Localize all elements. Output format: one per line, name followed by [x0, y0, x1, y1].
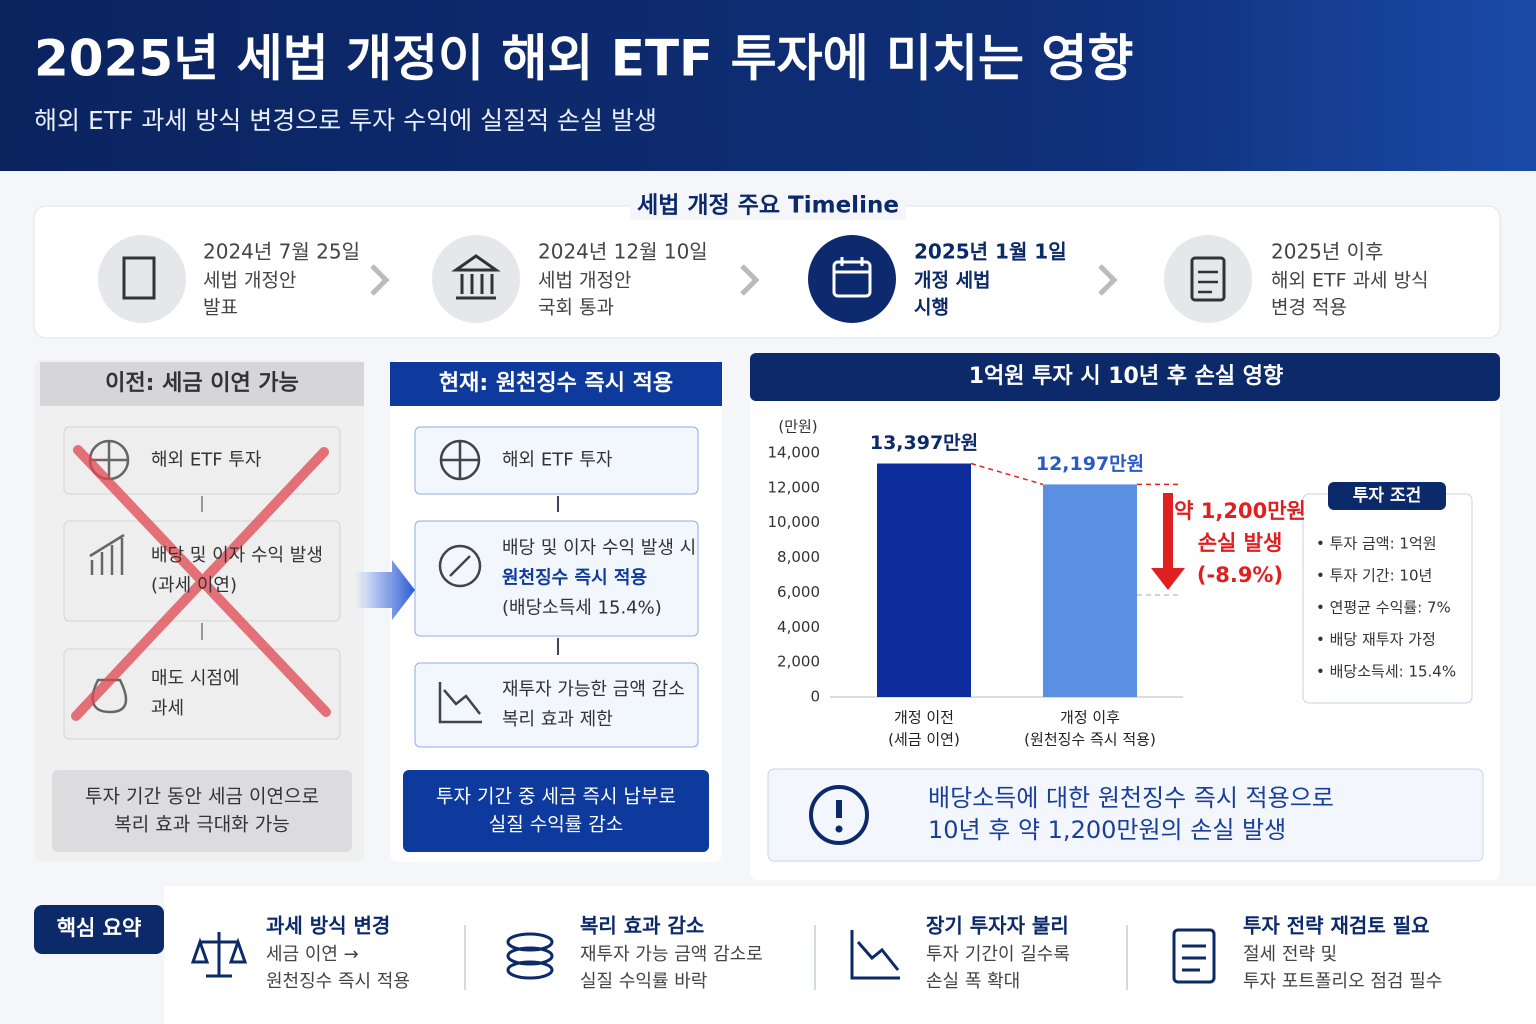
conditions-title-bg: [1328, 482, 1446, 510]
timeline-date: 2025년 1월 1일: [914, 240, 1067, 264]
timeline-text: 시행: [914, 297, 949, 319]
step-text: 해외 ETF 투자: [502, 450, 613, 471]
transition-arrow: [355, 560, 415, 620]
y-tick-label: 2,000: [777, 653, 820, 671]
y-axis-label: (만원): [778, 418, 817, 436]
cross-out: [71, 445, 331, 721]
step-text: 해외 ETF 투자: [151, 450, 262, 471]
summary-item-text: 세금 이연 →: [266, 944, 359, 965]
difference-line: [970, 462, 1180, 486]
after-boxes: [414, 426, 699, 748]
x-tick-note: (세금 이연): [888, 731, 960, 749]
summary-strip: [164, 886, 1536, 1024]
y-tick-label: 6,000: [777, 583, 820, 601]
timeline-text: 변경 적용: [1271, 297, 1347, 319]
summary-item-text: 손실 폭 확대: [926, 971, 1020, 992]
loss-annotation: (-8.9%): [1197, 563, 1283, 587]
summary-item-text: 절세 전략 및: [1243, 944, 1337, 965]
timeline-text: 해외 ETF 과세 방식: [1271, 270, 1429, 292]
bar: [877, 463, 971, 697]
step-text: 재투자 가능한 금액 감소: [502, 679, 685, 700]
summary-icons: [190, 928, 1216, 984]
alert-box: [767, 768, 1484, 862]
timeline-icons: [98, 235, 1252, 323]
timeline-text: 세법 개정안: [203, 270, 296, 292]
conditions-title: 투자 조건: [1353, 486, 1421, 506]
loss-annotation: 약 1,200만원: [1174, 499, 1306, 523]
loss-arrow: [1151, 493, 1185, 590]
step-text: 배당 및 이자 수익 발생 시: [502, 538, 696, 559]
summary-item-title: 과세 방식 변경: [266, 914, 390, 938]
bar: [1043, 484, 1137, 697]
summary-separators: [464, 925, 1128, 990]
panel-summary: 투자 기간 동안 세금 이연으로: [85, 786, 319, 808]
step-text: 배당 및 이자 수익 발생: [151, 545, 323, 566]
page-subtitle: 해외 ETF 과세 방식 변경으로 투자 수익에 실질적 손실 발생: [34, 106, 657, 135]
summary-pill: [34, 905, 164, 954]
step-text: (배당소득세 15.4%): [502, 598, 662, 619]
value-label: 12,197만원: [1036, 453, 1144, 475]
panel-title: 현재: 원천징수 즉시 적용: [439, 371, 673, 396]
chart-header: [750, 353, 1500, 401]
condition-item: • 투자 금액: 1억원: [1316, 535, 1437, 553]
after-icons: [438, 439, 482, 724]
summary-label: 핵심 요약: [57, 916, 142, 940]
summary-item-title: 복리 효과 감소: [580, 914, 704, 938]
alert-icon: [809, 785, 869, 845]
condition-item: • 배당 재투자 가정: [1316, 631, 1436, 649]
alert-text: 배당소득에 대한 원천징수 즉시 적용으로: [928, 784, 1334, 812]
summary-item-title: 투자 전략 재검토 필요: [1243, 914, 1430, 938]
alert-text: 10년 후 약 1,200만원의 손실 발생: [928, 816, 1286, 844]
y-tick-label: 0: [810, 688, 820, 706]
timeline-date: 2024년 12월 10일: [538, 240, 708, 264]
x-tick-label: 개정 이후: [1060, 709, 1120, 727]
loss-annotation: 손실 발생: [1198, 531, 1283, 555]
timeline-text: 국회 통과: [538, 297, 614, 319]
timeline-text: 개정 세법: [914, 270, 991, 292]
panel-summary: 복리 효과 극대화 가능: [114, 814, 289, 836]
value-label: 13,397만원: [870, 432, 978, 454]
x-tick-note: (원천징수 즉시 적용): [1024, 731, 1156, 749]
condition-item: • 투자 기간: 10년: [1316, 567, 1432, 585]
panel-summary: 투자 기간 중 세금 즉시 납부로: [436, 786, 676, 808]
y-tick-label: 4,000: [777, 618, 820, 636]
condition-item: • 배당소득세: 15.4%: [1316, 663, 1456, 681]
summary-item-text: 투자 기간이 길수록: [926, 944, 1070, 965]
timeline-date: 2025년 이후: [1271, 240, 1383, 264]
summary-item-title: 장기 투자자 불리: [926, 914, 1069, 938]
step-text: 복리 효과 제한: [502, 709, 613, 730]
timeline-title-bg: [630, 192, 906, 220]
y-tick-label: 14,000: [768, 444, 821, 462]
before-header: [40, 362, 364, 406]
summary-item-text: 재투자 가능 금액 감소로: [580, 944, 763, 965]
after-header: [390, 362, 722, 406]
panel-title: 이전: 세금 이연 가능: [105, 371, 299, 396]
y-tick-label: 10,000: [768, 513, 821, 531]
step-text: 매도 시점에: [151, 668, 240, 689]
timeline-title: 세법 개정 주요 Timeline: [637, 193, 899, 219]
timeline-date: 2024년 7월 25일: [203, 240, 360, 264]
condition-item: • 연평균 수익률: 7%: [1316, 599, 1451, 617]
summary-item-text: 원천징수 즉시 적용: [266, 971, 410, 992]
step-text: (과세 이연): [151, 575, 237, 596]
y-tick-label: 12,000: [768, 478, 821, 496]
summary-item-text: 투자 포트폴리오 점검 필수: [1243, 971, 1442, 992]
x-tick-label: 개정 이전: [894, 709, 954, 727]
before-summary-box: [52, 770, 352, 852]
panel-summary: 실질 수익률 감소: [489, 814, 623, 836]
header-bg: [0, 0, 1536, 171]
chart-title: 1억원 투자 시 10년 후 손실 영향: [969, 364, 1284, 389]
y-tick-label: 8,000: [777, 548, 820, 566]
before-boxes: [63, 426, 341, 740]
after-summary-box: [403, 770, 709, 852]
timeline-text: 세법 개정안: [538, 270, 631, 292]
step-text: 원천징수 즉시 적용: [502, 568, 647, 589]
step-text: 과세: [151, 698, 184, 719]
page-title: 2025년 세법 개정이 해외 ETF 투자에 미치는 영향: [34, 30, 1133, 88]
timeline-text: 발표: [203, 297, 238, 319]
summary-item-text: 실질 수익률 바락: [580, 971, 707, 992]
